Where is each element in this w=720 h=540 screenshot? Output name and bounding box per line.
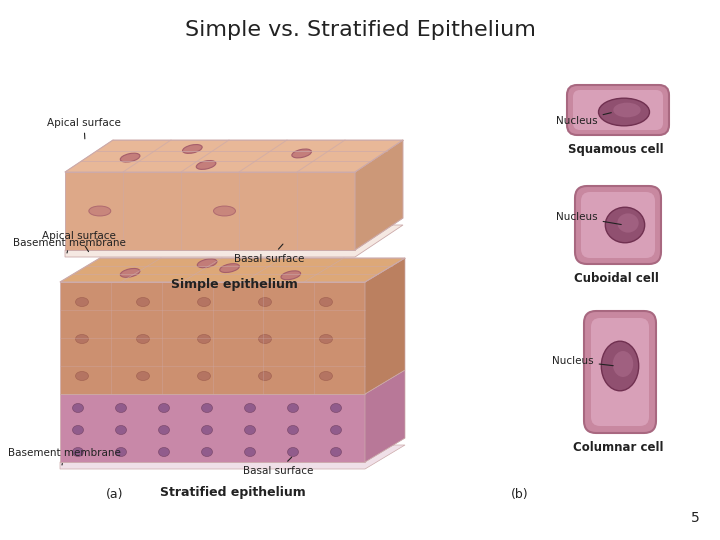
Ellipse shape <box>330 426 341 435</box>
Text: Basal surface: Basal surface <box>235 244 305 264</box>
Ellipse shape <box>183 145 202 153</box>
Ellipse shape <box>245 448 256 456</box>
Text: Nucleus: Nucleus <box>556 113 611 126</box>
Ellipse shape <box>617 213 639 233</box>
Ellipse shape <box>287 403 299 413</box>
Polygon shape <box>60 394 365 462</box>
Ellipse shape <box>76 372 89 381</box>
Ellipse shape <box>158 403 169 413</box>
Text: (b): (b) <box>511 488 528 501</box>
Polygon shape <box>65 172 355 250</box>
Ellipse shape <box>158 426 169 435</box>
Polygon shape <box>365 258 405 394</box>
Text: Basal surface: Basal surface <box>243 457 313 476</box>
Ellipse shape <box>202 403 212 413</box>
FancyBboxPatch shape <box>584 311 656 433</box>
Ellipse shape <box>202 426 212 435</box>
Ellipse shape <box>601 341 639 391</box>
Ellipse shape <box>320 298 333 307</box>
Text: Apical surface: Apical surface <box>47 118 121 139</box>
Text: Stratified epithelium: Stratified epithelium <box>160 486 305 499</box>
Ellipse shape <box>320 372 333 381</box>
Text: Basement membrane: Basement membrane <box>8 448 121 465</box>
Polygon shape <box>365 370 405 462</box>
Polygon shape <box>355 140 403 250</box>
FancyBboxPatch shape <box>573 90 663 130</box>
Ellipse shape <box>89 206 111 216</box>
Ellipse shape <box>258 372 271 381</box>
Ellipse shape <box>606 207 644 243</box>
Text: Simple vs. Stratified Epithelium: Simple vs. Stratified Epithelium <box>184 20 536 40</box>
Ellipse shape <box>115 426 127 435</box>
Ellipse shape <box>287 448 299 456</box>
Text: (a): (a) <box>107 488 124 501</box>
Ellipse shape <box>76 334 89 343</box>
Polygon shape <box>60 282 365 394</box>
Ellipse shape <box>258 298 271 307</box>
Ellipse shape <box>197 259 217 268</box>
Text: Simple epithelium: Simple epithelium <box>171 278 297 291</box>
Text: Squamous cell: Squamous cell <box>568 143 664 156</box>
Ellipse shape <box>330 403 341 413</box>
Ellipse shape <box>330 448 341 456</box>
Text: Columnar cell: Columnar cell <box>572 441 663 454</box>
Ellipse shape <box>137 372 150 381</box>
Ellipse shape <box>214 206 235 216</box>
Ellipse shape <box>245 426 256 435</box>
Ellipse shape <box>220 264 240 273</box>
Text: Cuboidal cell: Cuboidal cell <box>574 272 658 285</box>
Ellipse shape <box>320 334 333 343</box>
Polygon shape <box>65 218 403 257</box>
Ellipse shape <box>613 103 641 117</box>
Ellipse shape <box>197 160 216 170</box>
Ellipse shape <box>613 351 633 377</box>
Ellipse shape <box>287 426 299 435</box>
Polygon shape <box>60 438 405 469</box>
Ellipse shape <box>137 334 150 343</box>
Text: Apical surface: Apical surface <box>42 231 116 252</box>
Ellipse shape <box>202 448 212 456</box>
Ellipse shape <box>137 298 150 307</box>
Ellipse shape <box>115 403 127 413</box>
FancyBboxPatch shape <box>581 192 655 258</box>
Ellipse shape <box>197 298 210 307</box>
Ellipse shape <box>120 153 140 162</box>
Ellipse shape <box>73 426 84 435</box>
Text: Nucleus: Nucleus <box>556 212 621 225</box>
Ellipse shape <box>120 268 140 278</box>
Ellipse shape <box>197 334 210 343</box>
Text: Basement membrane: Basement membrane <box>13 238 126 253</box>
Ellipse shape <box>281 271 301 280</box>
FancyBboxPatch shape <box>591 318 649 426</box>
FancyBboxPatch shape <box>575 186 661 264</box>
Text: Nucleus: Nucleus <box>552 356 613 366</box>
Ellipse shape <box>73 403 84 413</box>
Ellipse shape <box>598 98 649 126</box>
FancyBboxPatch shape <box>567 85 669 135</box>
Ellipse shape <box>73 448 84 456</box>
Ellipse shape <box>258 334 271 343</box>
Ellipse shape <box>197 372 210 381</box>
Ellipse shape <box>115 448 127 456</box>
Ellipse shape <box>158 448 169 456</box>
Polygon shape <box>60 258 405 282</box>
Polygon shape <box>65 140 403 172</box>
Ellipse shape <box>245 403 256 413</box>
Text: 5: 5 <box>691 511 700 525</box>
Ellipse shape <box>292 149 312 158</box>
Ellipse shape <box>76 298 89 307</box>
